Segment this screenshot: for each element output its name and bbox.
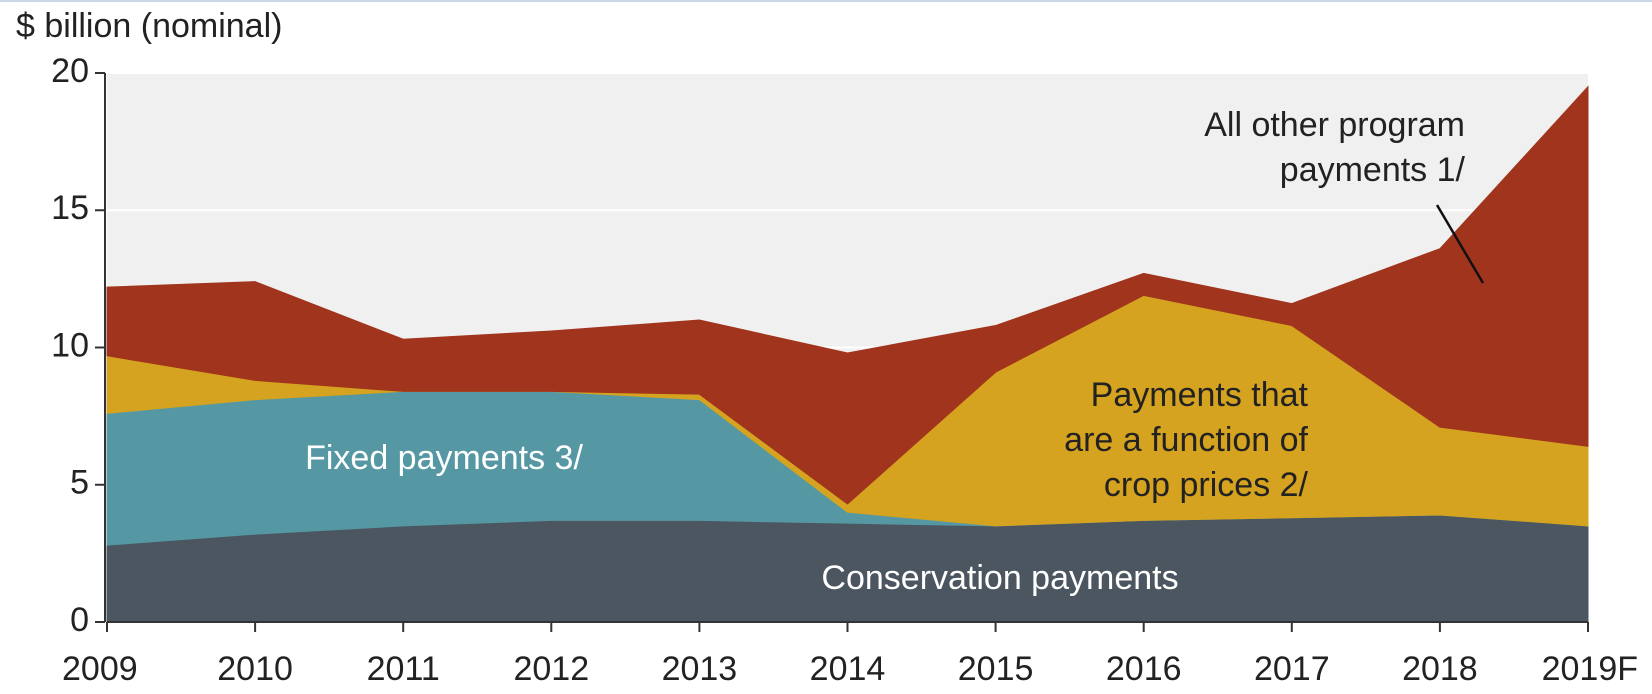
x-tick-label: 2018 — [1402, 650, 1478, 688]
annotation: crop prices 2/ — [1104, 466, 1309, 504]
area — [106, 85, 1589, 505]
annotation: All other program — [1204, 106, 1465, 144]
y-tick-label: 0 — [70, 601, 89, 639]
annotation: Conservation payments — [821, 559, 1178, 597]
annotation: payments 1/ — [1280, 151, 1466, 189]
y-tick-label: 5 — [70, 464, 89, 502]
annotation: Payments that — [1091, 376, 1309, 414]
x-tick-label: 2009 — [62, 650, 138, 688]
x-tick-label: 2014 — [810, 650, 886, 688]
x-tick-label: 2011 — [367, 650, 440, 688]
annotation: are a function of — [1064, 421, 1308, 459]
x-tick-label: 2010 — [217, 650, 293, 688]
x-tick-label: 2012 — [513, 650, 589, 688]
x-tick-label: 2016 — [1106, 650, 1182, 688]
y-tick-label: 10 — [51, 326, 89, 364]
x-tick-label: 2017 — [1254, 650, 1330, 688]
annotation: Fixed payments 3/ — [305, 439, 583, 477]
x-tick-label: 2015 — [958, 650, 1034, 688]
y-tick-label: 15 — [51, 189, 89, 227]
x-tick-label: 2013 — [662, 650, 738, 688]
y-axis-label: $ billion (nominal) — [16, 7, 282, 45]
y-tick-label: 20 — [51, 52, 89, 90]
leader-line — [1435, 204, 1485, 284]
x-tick-label: 2019F — [1542, 650, 1638, 688]
